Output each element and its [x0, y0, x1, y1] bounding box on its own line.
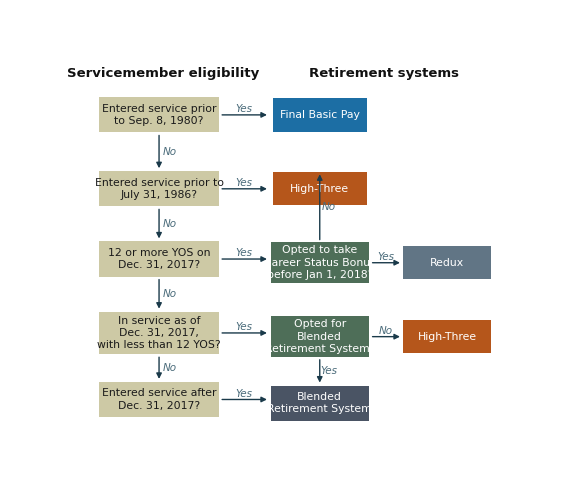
FancyBboxPatch shape — [99, 241, 219, 276]
Text: In service as of
Dec. 31, 2017,
with less than 12 YOS?: In service as of Dec. 31, 2017, with les… — [97, 315, 221, 350]
Text: No: No — [162, 289, 176, 299]
Text: Final Basic Pay: Final Basic Pay — [280, 110, 359, 120]
Text: 12 or more YOS on
Dec. 31, 2017?: 12 or more YOS on Dec. 31, 2017? — [108, 248, 210, 270]
Text: No: No — [162, 219, 176, 229]
Text: High-Three: High-Three — [290, 184, 349, 194]
Text: Redux: Redux — [430, 258, 464, 268]
FancyBboxPatch shape — [99, 97, 219, 132]
Text: Entered service prior to
July 31, 1986?: Entered service prior to July 31, 1986? — [94, 178, 223, 200]
Text: Blended
Retirement System: Blended Retirement System — [267, 392, 372, 414]
FancyBboxPatch shape — [403, 246, 491, 279]
FancyBboxPatch shape — [99, 312, 219, 354]
Text: Yes: Yes — [320, 366, 337, 376]
Text: Retirement systems: Retirement systems — [309, 67, 460, 80]
Text: High-Three: High-Three — [418, 332, 476, 342]
Text: Yes: Yes — [236, 178, 252, 188]
Text: No: No — [162, 147, 176, 157]
Text: Yes: Yes — [236, 323, 252, 333]
Text: Servicemember eligibility: Servicemember eligibility — [67, 67, 260, 80]
FancyBboxPatch shape — [403, 320, 491, 353]
Text: Yes: Yes — [377, 252, 395, 262]
FancyBboxPatch shape — [271, 385, 369, 421]
Text: No: No — [321, 202, 336, 212]
Text: Yes: Yes — [236, 249, 252, 259]
FancyBboxPatch shape — [99, 382, 219, 417]
FancyBboxPatch shape — [271, 242, 369, 283]
FancyBboxPatch shape — [273, 172, 366, 205]
Text: No: No — [379, 326, 393, 336]
Text: Yes: Yes — [236, 104, 252, 114]
Text: No: No — [162, 363, 176, 373]
FancyBboxPatch shape — [99, 171, 219, 206]
Text: Opted for
Blended
Retirement System?: Opted for Blended Retirement System? — [264, 319, 375, 354]
FancyBboxPatch shape — [271, 316, 369, 357]
Text: Entered service after
Dec. 31, 2017?: Entered service after Dec. 31, 2017? — [102, 388, 217, 411]
Text: Opted to take
Career Status Bonus
before Jan 1, 2018?: Opted to take Career Status Bonus before… — [264, 245, 376, 280]
Text: Yes: Yes — [236, 389, 252, 399]
FancyBboxPatch shape — [273, 98, 366, 132]
Text: Entered service prior
to Sep. 8, 1980?: Entered service prior to Sep. 8, 1980? — [102, 104, 217, 126]
